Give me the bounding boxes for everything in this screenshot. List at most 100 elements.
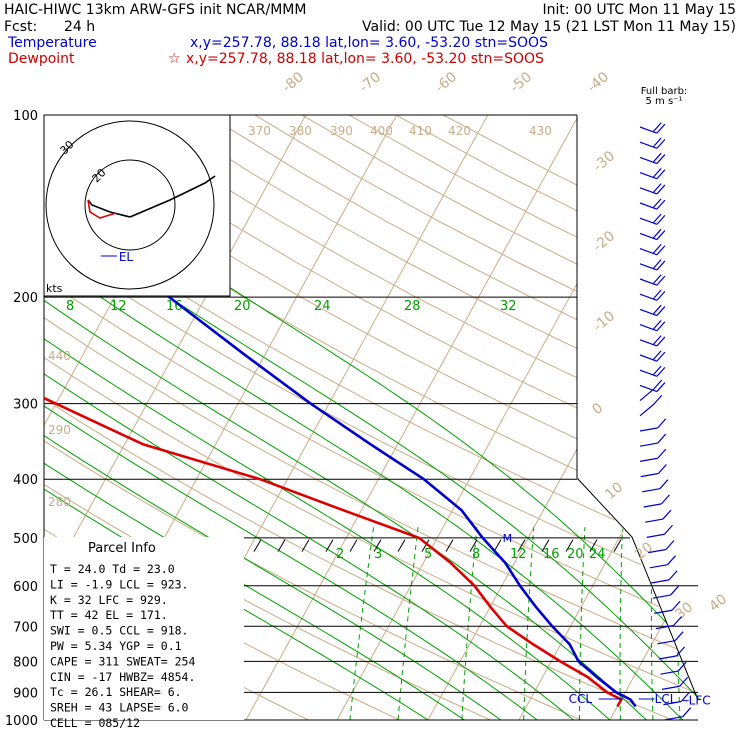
hatch-mark <box>421 539 430 552</box>
dry-adiabat <box>65 115 700 720</box>
wind-barb <box>663 692 690 706</box>
barb-flag <box>656 138 666 149</box>
barb-staff <box>651 579 670 584</box>
barb-staff <box>661 685 680 690</box>
dry-adiabat <box>395 115 700 720</box>
barb-flag <box>652 259 662 269</box>
dewpoint-profile <box>44 115 623 708</box>
barb-staff <box>639 248 658 256</box>
barb-staff <box>660 670 679 675</box>
moist-adiabat <box>44 221 574 720</box>
barb-staff <box>649 564 668 569</box>
wind-barb <box>661 676 689 690</box>
pressure-tick-label: 100 <box>13 109 38 124</box>
dewpoint-marker: ☆ <box>168 51 181 67</box>
barb-flag <box>652 365 662 376</box>
barb-flag <box>682 707 692 718</box>
barb-flag <box>676 646 686 657</box>
barb-flag <box>656 184 666 195</box>
hodograph-ring-20 <box>84 159 176 251</box>
barb-flag <box>656 321 666 332</box>
pressure-tick-label: 1000 <box>5 714 38 729</box>
barb-flag <box>652 228 662 239</box>
valid-time: Valid: 00 UTC Tue 12 May 15 (21 LST Mon … <box>362 19 736 35</box>
theta-label: 370 <box>248 124 271 138</box>
mixing-ratio-label: 28 <box>404 299 421 314</box>
wind-barb <box>639 213 666 225</box>
hatch-mark <box>397 539 406 552</box>
dry-adiabat <box>160 115 700 720</box>
wind-barb <box>639 350 666 362</box>
dry-adiabat <box>44 115 700 720</box>
isotherm-label: 10 <box>602 479 626 503</box>
dry-adiabat <box>44 115 700 720</box>
dry-adiabat <box>44 115 700 720</box>
moist-adiabat <box>44 221 611 720</box>
theta-label: 410 <box>409 124 432 138</box>
parcel-info-row: SREH = 43 LAPSE= 6.0 <box>50 701 189 715</box>
isotherm-label: -60 <box>432 69 460 96</box>
theta-label: 390 <box>330 124 353 138</box>
parcel-info-row: TT = 42 EL = 171. <box>50 608 168 622</box>
moist-adiabat <box>57 221 700 720</box>
isotherm-line <box>245 115 580 720</box>
dewpoint-location: x,y=257.78, 88.18 lat,lon= 3.60, -53.20 … <box>186 51 544 67</box>
theta-label: 430 <box>529 124 552 138</box>
barb-flag <box>656 199 666 210</box>
barb-staff <box>654 609 673 614</box>
dry-adiabat <box>44 115 700 720</box>
moist-adiabat <box>44 221 502 720</box>
barb-flag <box>657 418 667 429</box>
barb-staff <box>652 594 671 599</box>
barb-flag <box>667 555 676 566</box>
barb-flag <box>656 214 666 225</box>
parcel-info: Parcel Info T = 24.0 Td = 23.0LI = -1.9 … <box>44 537 244 730</box>
wind-barb <box>640 464 667 478</box>
barb-staff <box>643 503 662 508</box>
wind-barb <box>639 167 666 180</box>
wind-barb <box>651 570 678 584</box>
mixing-ratio-label: 2 <box>336 547 344 562</box>
ccl-label: CCL <box>569 692 593 706</box>
mixing-ratio-label: 16 <box>543 547 560 562</box>
wind-barb <box>639 379 663 402</box>
pressure-tick-label: 800 <box>13 655 38 670</box>
wind-barb <box>639 335 666 347</box>
hodograph-ring-30 <box>45 120 215 290</box>
dry-adiabat <box>443 115 700 720</box>
wind-barb <box>648 540 675 554</box>
wind-barb <box>639 304 666 317</box>
mixing-ratio-label: 8 <box>66 299 74 314</box>
isotherm-label: -10 <box>590 308 618 335</box>
wind-barb <box>639 319 666 332</box>
wind-barbs <box>639 122 692 721</box>
parcel-info-row: K = 32 LFC = 929. <box>50 593 168 607</box>
parcel-info-row: CELL = 085/12 <box>50 716 140 730</box>
hatch-mark <box>517 539 526 552</box>
fcst-value: 24 h <box>64 19 95 35</box>
mixing-ratio-line <box>397 527 419 720</box>
wind-barb <box>639 418 667 432</box>
wind-barb <box>639 122 666 134</box>
barb-flag <box>652 198 662 209</box>
barb-staff <box>655 624 674 630</box>
hatch-mark <box>589 539 598 552</box>
dry-adiabat <box>44 115 700 720</box>
model-title: HAIC-HIWC 13km ARW-GFS init NCAR/MMM <box>4 2 306 18</box>
barb-flag <box>652 335 662 345</box>
barb-staff <box>639 263 658 271</box>
barb-flag <box>652 350 662 361</box>
pressure-tick-label: 400 <box>13 473 38 488</box>
barb-flag <box>652 213 662 224</box>
barb-flag <box>656 336 666 347</box>
pressure-tick-label: 900 <box>13 686 38 701</box>
dry-adiabat <box>44 115 700 720</box>
barb-flag <box>656 351 666 362</box>
barb-flag <box>680 692 690 702</box>
barb-flag <box>671 600 681 611</box>
wind-barb <box>639 448 667 462</box>
barb-flag <box>656 154 666 164</box>
wind-barb <box>639 289 666 301</box>
wind-barb <box>639 183 666 195</box>
hatch-mark <box>373 539 382 552</box>
